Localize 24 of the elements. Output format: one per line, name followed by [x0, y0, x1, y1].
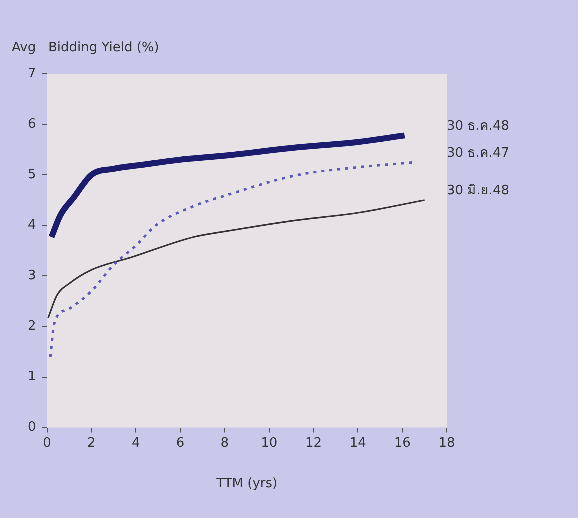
x-tick-label: 6	[176, 436, 185, 451]
y-tick-label: 4	[28, 218, 36, 234]
y-tick-label: 1	[28, 370, 36, 385]
x-axis-title: TTM (yrs)	[216, 476, 278, 492]
x-tick-label: 2	[88, 436, 96, 451]
line-series	[48, 200, 426, 319]
x-tick-label: 8	[220, 436, 230, 451]
x-tick-label: 18	[438, 436, 456, 451]
x-tick-label: 0	[43, 436, 52, 451]
y-tick-label: 0	[28, 420, 36, 436]
x-tick-label: 16	[394, 436, 411, 451]
y-tick-label: 5	[28, 167, 36, 182]
x-tick-label: 14	[350, 436, 366, 451]
y-axis-title: Avg Bidding Yield (%)	[12, 40, 160, 56]
y-tick-label: 7	[28, 66, 36, 82]
series-label: 30 มิ.ย.48	[447, 184, 510, 199]
x-tick-label: 12	[305, 436, 322, 451]
text: 30 ธ.ค.47	[447, 146, 510, 161]
y-tick-label: 6	[28, 116, 36, 132]
x-tick-label: 4	[132, 436, 140, 451]
text: 30 ธ.ค.48	[447, 119, 510, 134]
y-tick-label: 3	[28, 268, 36, 284]
x-tick-label: 10	[261, 436, 278, 451]
y-tick-label: 2	[28, 319, 36, 334]
